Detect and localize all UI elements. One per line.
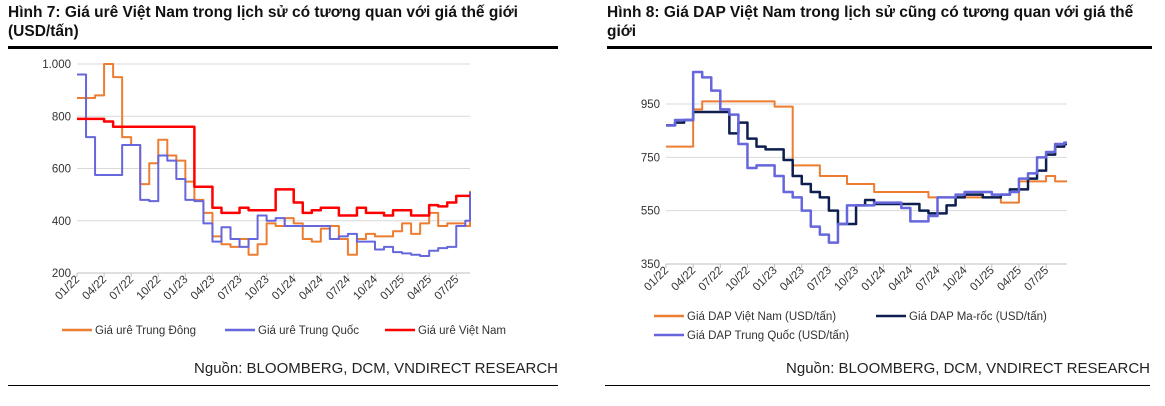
chart-1-xtick-label: 07/22 bbox=[107, 274, 136, 303]
chart-2-series-line bbox=[666, 110, 1067, 226]
chart-1-ytick-label: 1.000 bbox=[42, 59, 71, 71]
chart-2-xtick-label: 01/23 bbox=[751, 265, 780, 294]
chart-1-xtick-label: 01/25 bbox=[378, 274, 407, 303]
chart-2-legend-label: Giá DAP Việt Nam (USD/tấn) bbox=[687, 311, 836, 323]
chart-1-series-line bbox=[77, 117, 470, 217]
chart-2-title: Hình 8: Giá DAP Việt Nam trong lịch sử c… bbox=[607, 3, 1152, 49]
chart-1-xtick-label: 10/24 bbox=[351, 273, 380, 302]
chart-2-xtick-label: 10/23 bbox=[832, 265, 861, 294]
chart-1-legend-label: Giá urê Việt Nam bbox=[418, 325, 506, 337]
chart-2-legend-label: Giá DAP Ma-rốc (USD/tấn) bbox=[909, 311, 1047, 323]
chart-1-xtick-label: 10/22 bbox=[135, 274, 164, 303]
chart-1-title: Hình 7: Giá urê Việt Nam trong lịch sử c… bbox=[8, 3, 558, 49]
chart-2-ytick-label: 550 bbox=[641, 206, 660, 218]
chart-2-series-line bbox=[666, 70, 1067, 244]
chart-1-xtick-label: 07/24 bbox=[324, 273, 353, 302]
chart-2-legend-label: Giá DAP Trung Quốc (USD/tấn) bbox=[687, 330, 849, 342]
chart-2-xtick-label: 07/25 bbox=[1022, 265, 1051, 294]
chart-1-xtick-label: 10/23 bbox=[243, 274, 272, 303]
chart-2-xtick-label: 04/24 bbox=[887, 264, 916, 293]
chart-2-source: Nguồn: BLOOMBERG, DCM, VNDIRECT RESEARCH bbox=[605, 360, 1150, 386]
chart-2-xtick-label: 07/23 bbox=[805, 265, 834, 294]
chart-2-xtick-label: 04/22 bbox=[669, 265, 698, 294]
chart-1-ytick-label: 400 bbox=[52, 216, 71, 228]
chart-2-ytick-label: 350 bbox=[641, 259, 660, 271]
chart-2-xtick-label: 01/25 bbox=[968, 265, 997, 294]
chart-1-legend-label: Giá urê Trung Quốc bbox=[258, 325, 359, 337]
chart-1-xtick-label: 04/24 bbox=[297, 273, 326, 302]
chart-1-xtick-label: 04/22 bbox=[80, 274, 109, 303]
chart-2-ytick-label: 950 bbox=[641, 99, 660, 111]
chart-2-xtick-label: 07/22 bbox=[697, 265, 726, 294]
chart-2-ytick-label: 750 bbox=[641, 152, 660, 164]
chart-1-xtick-label: 04/23 bbox=[189, 274, 218, 303]
chart-2-xtick-label: 10/24 bbox=[941, 264, 970, 293]
chart-1-xtick-label: 01/23 bbox=[162, 274, 191, 303]
chart-1-series-line bbox=[77, 73, 471, 258]
chart-1-ytick-label: 200 bbox=[52, 268, 71, 280]
chart-1-source: Nguồn: BLOOMBERG, DCM, VNDIRECT RESEARCH bbox=[8, 360, 558, 386]
chart-1-xtick-label: 07/23 bbox=[216, 274, 245, 303]
chart-1-xtick-label: 07/25 bbox=[433, 274, 462, 303]
chart-2-xtick-label: 10/22 bbox=[724, 265, 753, 294]
chart-1-ytick-label: 600 bbox=[52, 164, 71, 176]
chart-2-xtick-label: 04/23 bbox=[778, 265, 807, 294]
chart-2-xtick-label: 04/25 bbox=[995, 265, 1024, 294]
chart-2-xtick-label: 07/24 bbox=[914, 264, 943, 293]
chart-1-xtick-label: 01/24 bbox=[270, 273, 299, 302]
chart-2-xtick-label: 01/24 bbox=[859, 264, 888, 293]
chart-1-legend-label: Giá urê Trung Đông bbox=[95, 325, 196, 337]
chart-2-series-line bbox=[666, 100, 1067, 204]
chart-1-xtick-label: 04/25 bbox=[405, 274, 434, 303]
chart-1-ytick-label: 800 bbox=[52, 111, 71, 123]
chart-1-series-line bbox=[77, 63, 471, 256]
